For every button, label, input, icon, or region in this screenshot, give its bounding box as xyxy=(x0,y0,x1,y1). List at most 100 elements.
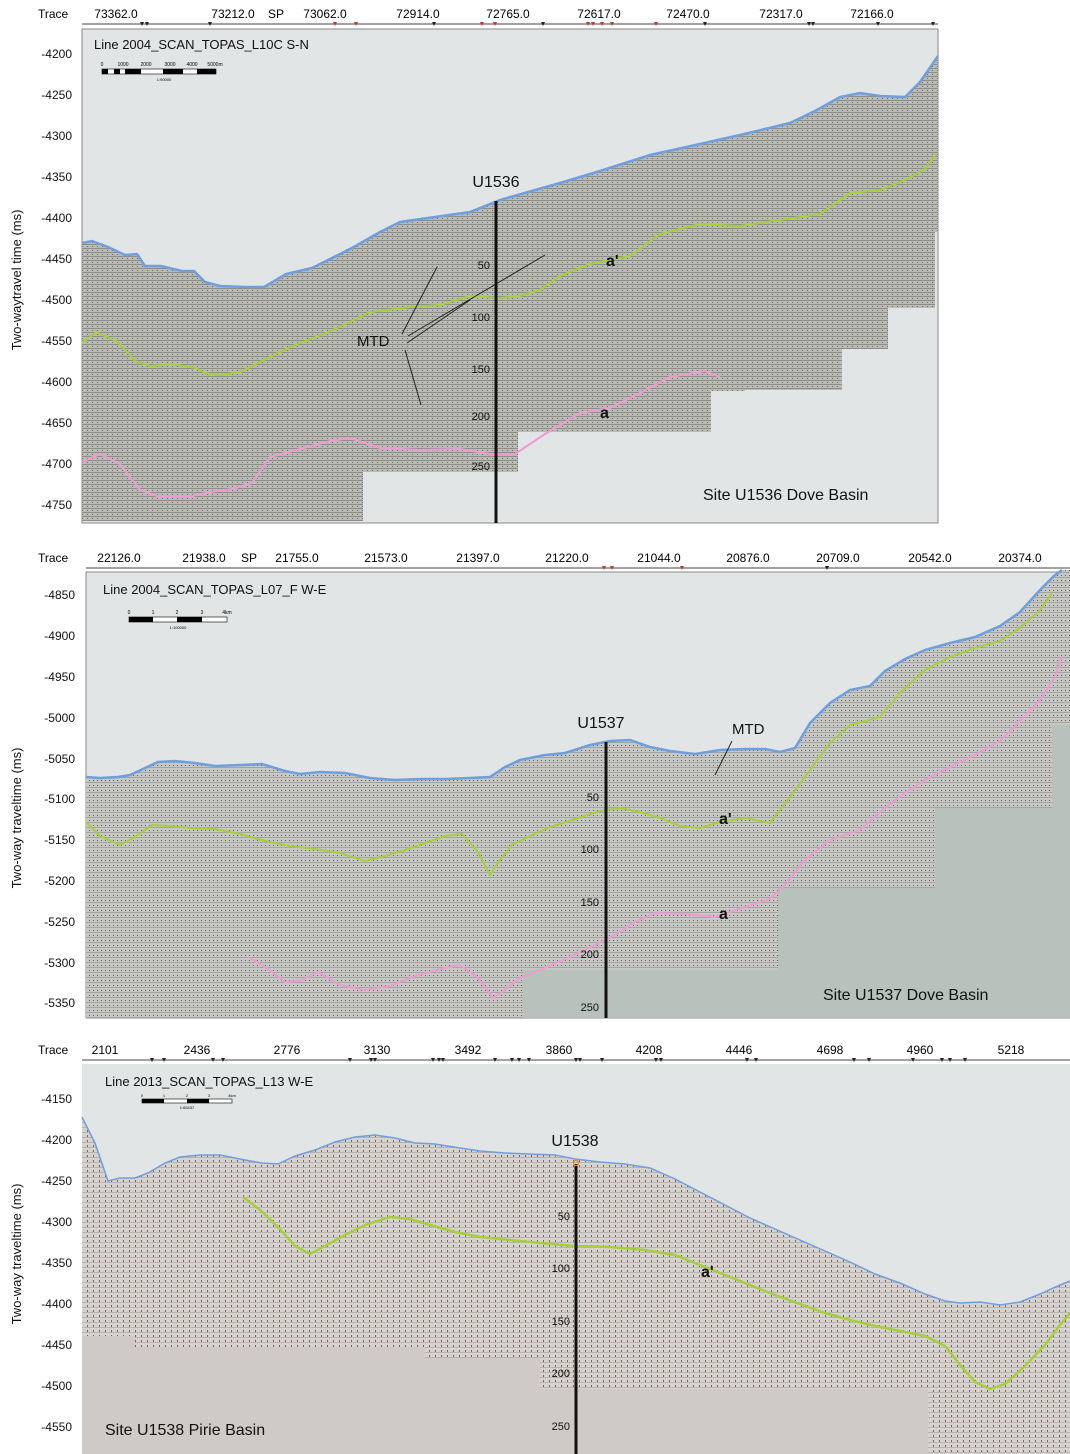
trace-tick-label: 72914.0 xyxy=(396,7,440,21)
trace-axis-label: Trace xyxy=(38,7,69,21)
depth-tick-label: 100 xyxy=(581,844,599,856)
line-title: Line 2013_SCAN_TOPAS_L13 W-E xyxy=(105,1074,313,1089)
y-tick-label: -4850 xyxy=(44,588,75,602)
site-label: U1537 xyxy=(577,715,624,732)
sp-label: SP xyxy=(241,551,257,565)
y-tick-label: -4200 xyxy=(41,47,72,61)
depth-tick-label: 50 xyxy=(587,792,599,804)
reflector-a-label: a xyxy=(719,906,728,923)
trace-tick-label: 21044.0 xyxy=(637,551,681,565)
site-caption: Site U1536 Dove Basin xyxy=(703,487,868,504)
y-tick-label: -4450 xyxy=(41,1338,72,1352)
seafloor-reflector xyxy=(81,1116,1070,1306)
scale-tick: 4km xyxy=(222,610,231,616)
mtd-leader-line xyxy=(714,740,733,776)
trace-tick-label: 3860 xyxy=(546,1043,573,1057)
basement-block xyxy=(523,725,1070,1018)
scale-bar: 0 1 2 3 4km 1:100000 xyxy=(128,610,232,630)
trace-tick-label: 4208 xyxy=(636,1043,663,1057)
site-caption: Site U1537 Dove Basin xyxy=(823,987,988,1004)
trace-axis-label: Trace xyxy=(38,551,69,565)
depth-tick-label: 250 xyxy=(552,1421,570,1433)
scale-tick: 0 xyxy=(128,610,131,616)
trace-tick-label: 72166.0 xyxy=(850,7,894,21)
panel-3: Trace 2101 2436 2776 3130 3492 3860 4208… xyxy=(9,1043,1070,1454)
trace-tick-label: 72317.0 xyxy=(759,7,803,21)
y-tick-label: -5050 xyxy=(44,752,75,766)
mtd-label: MTD xyxy=(357,333,390,350)
trace-tick-label: 20542.0 xyxy=(908,551,952,565)
y-tick-label: -5300 xyxy=(44,956,75,970)
y-tick-label: -4650 xyxy=(41,416,72,430)
y-axis: -4150 -4200 -4250 -4300 -4350 -4400 -445… xyxy=(41,1092,72,1434)
trace-tick-label: 2776 xyxy=(274,1043,301,1057)
reflector-a xyxy=(81,369,721,498)
reflector-a-prime-label: a' xyxy=(701,1264,714,1281)
scale-tick: 3 xyxy=(208,1093,211,1098)
y-tick-label: -4450 xyxy=(41,252,72,266)
reflector-a-prime xyxy=(85,592,1053,877)
trace-tick-label: 22126.0 xyxy=(97,551,141,565)
trace-tick-label: 5218 xyxy=(998,1043,1025,1057)
scale-tick: 5000m xyxy=(207,62,222,68)
y-tick-label: -4400 xyxy=(41,1297,72,1311)
scale-ratio: 1:90000 xyxy=(157,77,172,82)
depth-tick-label: 250 xyxy=(472,461,490,473)
trace-tick-label: 3492 xyxy=(455,1043,482,1057)
scale-tick: 3 xyxy=(201,610,204,616)
reflector-a-prime-label: a' xyxy=(719,811,732,828)
y-tick-label: -4400 xyxy=(41,211,72,225)
scale-tick: 4000 xyxy=(186,62,197,68)
scale-tick: 2000 xyxy=(140,62,151,68)
y-tick-label: -4600 xyxy=(41,375,72,389)
y-tick-label: -5100 xyxy=(44,792,75,806)
site-marker xyxy=(572,1159,580,1167)
trace-tick-label: 20709.0 xyxy=(816,551,860,565)
y-tick-label: -4300 xyxy=(41,1215,72,1229)
y-tick-label: -5150 xyxy=(44,833,75,847)
scale-ratio: 1:65437 xyxy=(180,1105,195,1110)
scale-tick: 0 xyxy=(141,1093,144,1098)
y-axis: -4200 -4250 -4300 -4350 -4400 -4450 -450… xyxy=(41,47,72,512)
y-tick-label: -4350 xyxy=(41,1256,72,1270)
depth-tick-label: 50 xyxy=(478,260,490,272)
seafloor-reflector xyxy=(81,55,940,289)
trace-tick-label: 73362.0 xyxy=(94,7,138,21)
scale-tick: 4km xyxy=(228,1093,236,1098)
y-tick-label: -4750 xyxy=(41,498,72,512)
depth-tick-label: 150 xyxy=(472,364,490,376)
y-tick-label: -5350 xyxy=(44,996,75,1010)
reflector-a-label: a xyxy=(600,405,609,422)
scale-tick: 3000 xyxy=(164,62,175,68)
reflector-a-prime xyxy=(81,153,937,377)
site-caption: Site U1538 Pirie Basin xyxy=(105,1422,265,1439)
y-axis-title: Two-way traveltime (ms) xyxy=(9,1184,24,1325)
y-tick-label: -4550 xyxy=(41,334,72,348)
y-tick-label: -4950 xyxy=(44,670,75,684)
y-axis-title: Two-waytravel time (ms) xyxy=(9,210,24,351)
y-tick-label: -4150 xyxy=(41,1092,72,1106)
y-tick-label: -4500 xyxy=(41,293,72,307)
depth-tick-label: 200 xyxy=(581,949,599,961)
scale-bar: 0 1 2 3 4km 1:65437 xyxy=(141,1093,237,1110)
trace-tick-label: 21397.0 xyxy=(456,551,500,565)
depth-tick-label: 200 xyxy=(472,411,490,423)
scale-tick: 1 xyxy=(163,1093,166,1098)
scale-tick: 2 xyxy=(176,610,179,616)
y-axis: -4850 -4900 -4950 -5000 -5050 -5100 -515… xyxy=(44,588,75,1010)
trace-tick-label: 21938.0 xyxy=(182,551,226,565)
scale-tick: 1000 xyxy=(117,62,128,68)
trace-tick-label: 21755.0 xyxy=(275,551,319,565)
trace-tick-label: 21220.0 xyxy=(545,551,589,565)
y-tick-label: -4550 xyxy=(41,1420,72,1434)
trace-tick-label: 20374.0 xyxy=(998,551,1042,565)
reflector-a-prime xyxy=(242,1196,1070,1391)
scale-tick: 2 xyxy=(186,1093,189,1098)
trace-tick-label: 3130 xyxy=(364,1043,391,1057)
depth-tick-label: 250 xyxy=(581,1002,599,1014)
shot-markers xyxy=(140,22,935,26)
reflector-a-prime-label: a' xyxy=(606,253,619,270)
depth-tick-label: 150 xyxy=(552,1316,570,1328)
reflector-a xyxy=(247,655,1063,1000)
